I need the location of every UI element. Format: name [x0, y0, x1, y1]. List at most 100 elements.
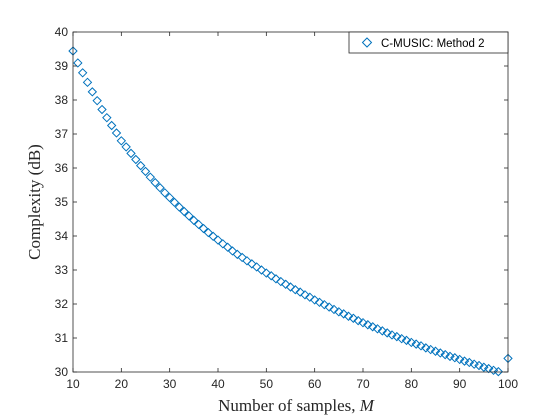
data-point [372, 324, 383, 334]
data-point [247, 259, 257, 269]
data-point [111, 128, 122, 138]
x-tick-label: 20 [115, 377, 129, 391]
data-point [309, 295, 320, 305]
data-point [155, 183, 165, 193]
data-point [145, 172, 156, 182]
y-tick-label: 31 [55, 331, 69, 345]
data-point [218, 239, 228, 249]
data-point [179, 206, 189, 217]
data-point [377, 326, 388, 336]
data-point [314, 297, 325, 308]
data-point [401, 335, 412, 346]
data-point [483, 363, 494, 374]
data-point [488, 365, 499, 376]
data-point [396, 333, 407, 344]
data-point [126, 148, 136, 159]
x-tick-label: 80 [405, 377, 419, 391]
data-point [92, 95, 102, 106]
data-point [290, 285, 301, 295]
data-point [82, 77, 93, 88]
data-point [102, 112, 112, 123]
y-tick-label: 35 [55, 195, 69, 209]
data-point [338, 309, 349, 319]
data-point [324, 302, 334, 312]
data-point [295, 287, 305, 297]
data-point [305, 292, 315, 302]
x-tick-label: 100 [498, 377, 518, 391]
data-point [213, 235, 223, 245]
y-tick-label: 32 [55, 297, 69, 311]
data-point [430, 346, 441, 356]
y-axis-label: Complexity (dB) [25, 144, 44, 260]
plot-area [73, 32, 508, 372]
x-tick-label: 60 [308, 377, 322, 391]
data-point [440, 349, 450, 360]
legend: C-MUSIC: Method 2 [348, 31, 509, 54]
legend-box [348, 31, 509, 54]
data-point [208, 231, 218, 242]
data-point [135, 160, 146, 171]
y-tick-label: 36 [55, 161, 69, 175]
data-point [266, 271, 276, 281]
data-point [411, 339, 421, 349]
data-point [319, 299, 330, 310]
data-point [353, 315, 363, 326]
data-point [421, 343, 431, 353]
x-tick-label: 50 [260, 377, 274, 391]
data-point [435, 348, 446, 358]
data-point [392, 331, 402, 342]
data-point [474, 360, 484, 371]
data-point [232, 249, 243, 260]
x-tick-label: 10 [66, 377, 80, 391]
data-point [73, 58, 83, 68]
data-point [77, 68, 88, 78]
tick-labels: 10 20 30 40 50 60 70 80 90 100 30 31 32 33 34 35 36 37 38 3… [55, 25, 519, 391]
data-markers [68, 46, 513, 377]
data-point [164, 192, 175, 203]
axes [72, 31, 509, 373]
data-point [121, 142, 131, 152]
data-point [459, 356, 470, 366]
data-point [276, 276, 286, 287]
data-point [189, 215, 199, 226]
legend-marker [361, 37, 373, 48]
data-point [227, 246, 238, 256]
data-point [106, 120, 117, 131]
data-point [469, 359, 479, 369]
data-point [334, 307, 344, 317]
data-point [285, 282, 296, 292]
data-point [479, 362, 489, 372]
y-tick-label: 34 [55, 229, 69, 243]
data-point [140, 166, 151, 177]
y-tick-label: 37 [55, 127, 69, 141]
data-point [406, 337, 417, 348]
data-point [445, 351, 455, 362]
x-tick-label: 70 [356, 377, 370, 391]
data-point [493, 366, 504, 377]
data-point [184, 211, 194, 221]
data-point [261, 268, 272, 278]
data-point [203, 227, 214, 238]
data-point [169, 197, 180, 208]
data-point [416, 341, 426, 351]
y-tick-label: 40 [55, 25, 69, 39]
x-tick-label: 40 [211, 377, 225, 391]
data-point [237, 252, 247, 263]
data-point [425, 344, 436, 355]
data-point [343, 311, 354, 321]
data-point [271, 274, 281, 284]
y-tick-label: 39 [55, 59, 69, 73]
data-point [464, 357, 475, 368]
data-point [300, 290, 310, 300]
data-point [363, 320, 373, 330]
data-point [256, 265, 267, 275]
data-point [87, 87, 98, 97]
data-point [131, 154, 141, 165]
data-point [150, 177, 160, 188]
data-point [387, 330, 397, 340]
data-point [454, 354, 465, 365]
data-point [348, 313, 359, 323]
data-point [174, 202, 185, 212]
data-point [367, 322, 378, 332]
